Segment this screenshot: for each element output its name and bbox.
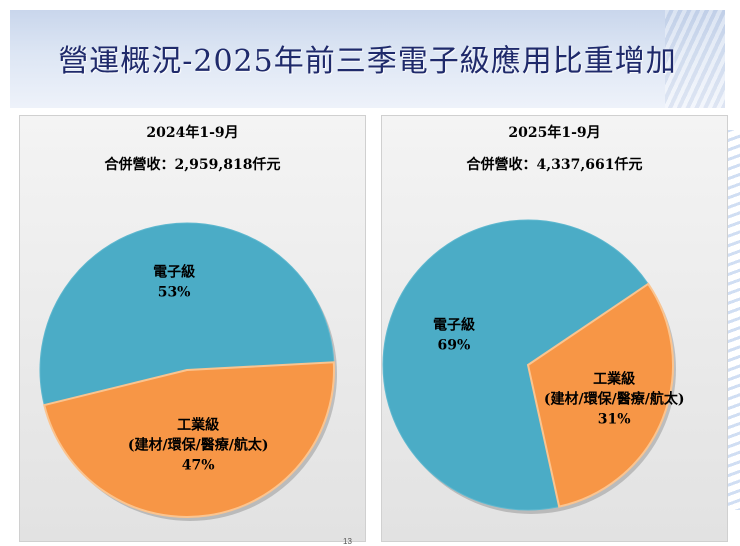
slice-label-value: 53% [158,285,191,301]
slice-label-value: 47% [182,458,215,474]
pie-slice-electronic [39,222,335,406]
title-banner: 營運概況-2025年前三季電子級應用比重增加 [10,10,725,108]
slice-label-sub: (建材/環保/醫療/航太) [128,437,269,454]
slice-label-name: 工業級 [177,417,219,434]
pie-chart-2025: 電子級 69% 工業級 (建材/環保/醫療/航太) 31% [382,219,685,514]
pie-slice-electronic [382,219,649,511]
slice-label-value: 69% [438,337,471,353]
chart-title: 2024年1-9月 [146,125,239,141]
chart-panel-2025: 2025年1-9月 合併營收：4,337,661仟元 電子級 69% 工業級 (建材/… [381,115,728,542]
chart-title: 2025年1-9月 [508,125,601,141]
slice-label-name: 電子級 [433,316,475,333]
chart-subtitle: 合併營收：2,959,818仟元 [104,157,281,173]
pie-slice-industrial [526,282,674,508]
chart-panel-2024: 2024年1-9月 合併營收：2,959,818仟元 電子級 53% 工業級 (建材/… [19,115,366,542]
page-number: 13 [343,537,352,546]
page-title: 營運概況-2025年前三季電子級應用比重增加 [58,44,677,79]
title-decoration [665,10,725,108]
chart-subtitle: 合併營收：4,337,661仟元 [466,157,643,173]
slice-label-sub: (建材/環保/醫療/航太) [544,390,685,407]
slice-label-name: 電子級 [153,264,195,281]
pie-slice-industrial [43,361,335,518]
slice-label-name: 工業級 [593,370,635,387]
pie-chart-2024: 電子級 53% 工業級 (建材/環保/醫療/航太) 47% [39,222,337,521]
side-decoration [726,130,740,510]
slice-label-value: 31% [598,411,631,427]
